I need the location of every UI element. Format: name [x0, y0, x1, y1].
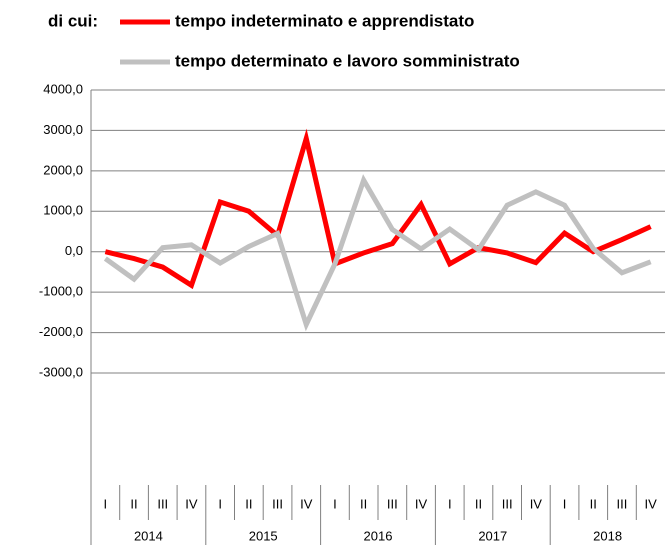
y-tick-label: 1000,0: [43, 203, 83, 218]
year-label: 2015: [249, 528, 278, 543]
y-tick-label: 3000,0: [43, 122, 83, 137]
x-tick-label: IV: [645, 496, 658, 511]
series-line: [103, 174, 652, 332]
series-line: [104, 128, 652, 290]
x-tick-label: III: [157, 496, 168, 511]
year-label: 2018: [593, 528, 622, 543]
year-label: 2014: [134, 528, 163, 543]
legend-label: tempo determinato e lavoro somministrato: [175, 51, 520, 70]
x-tick-label: II: [360, 496, 367, 511]
y-tick-label: 0,0: [65, 243, 83, 258]
y-tick-label: 2000,0: [43, 162, 83, 177]
y-tick-label: -2000,0: [39, 324, 83, 339]
x-tick-label: IV: [185, 496, 198, 511]
x-tick-label: II: [130, 496, 137, 511]
y-tick-label: -3000,0: [39, 364, 83, 379]
y-tick-label: 4000,0: [43, 81, 83, 96]
x-tick-label: II: [590, 496, 597, 511]
x-tick-label: III: [387, 496, 398, 511]
x-tick-label: IV: [300, 496, 313, 511]
x-tick-label: III: [272, 496, 283, 511]
x-tick-label: I: [448, 496, 452, 511]
x-tick-label: I: [104, 496, 108, 511]
year-label: 2017: [478, 528, 507, 543]
y-tick-label: -1000,0: [39, 284, 83, 299]
x-tick-label: II: [245, 496, 252, 511]
legend-label: tempo indeterminato e apprendistato: [175, 11, 474, 30]
x-tick-label: IV: [415, 496, 428, 511]
x-tick-label: I: [563, 496, 567, 511]
x-tick-label: III: [502, 496, 513, 511]
year-label: 2016: [364, 528, 393, 543]
x-tick-label: I: [333, 496, 337, 511]
legend-prefix: di cui:: [48, 11, 98, 30]
x-tick-label: I: [218, 496, 222, 511]
x-tick-label: III: [617, 496, 628, 511]
x-tick-label: IV: [530, 496, 543, 511]
x-tick-label: II: [475, 496, 482, 511]
